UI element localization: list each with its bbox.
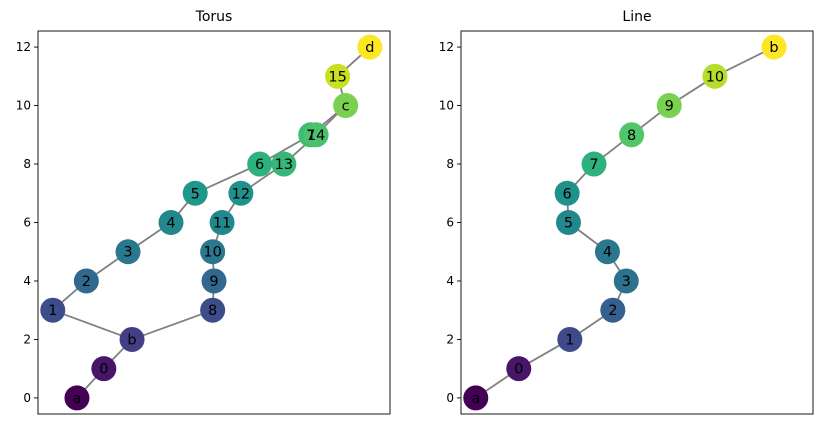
torus-node-label-5: 5 — [191, 186, 200, 202]
torus-node-9 — [201, 268, 227, 294]
torus-node-14 — [303, 122, 329, 148]
line-node-3 — [613, 268, 639, 294]
torus-node-b — [119, 326, 145, 352]
torus-ytick-label: 10 — [16, 99, 31, 113]
torus-node-label-d: d — [365, 40, 374, 56]
torus-edge-b-1 — [52, 309, 133, 341]
torus-node-12 — [228, 180, 254, 206]
line-ytick-label: 0 — [446, 391, 454, 405]
torus-ytick-label: 12 — [16, 40, 31, 54]
torus-node-label-6: 6 — [255, 157, 264, 173]
torus-node-label-a: a — [73, 391, 82, 407]
line-ytick-label: 10 — [439, 99, 454, 113]
torus-node-label-0: 0 — [99, 362, 108, 378]
torus-node-label-11: 11 — [213, 216, 231, 232]
torus-ytick-label: 4 — [23, 274, 31, 288]
torus-node-d — [357, 34, 383, 60]
torus-node-c — [333, 93, 359, 119]
line-node-9 — [656, 93, 682, 119]
torus-node-label-7: 7 — [306, 128, 315, 144]
torus-node-label-3: 3 — [123, 245, 132, 261]
torus-node-13 — [271, 151, 297, 177]
torus-node-1 — [40, 297, 66, 323]
torus-node-label-1: 1 — [48, 303, 57, 319]
torus-node-label-b: b — [127, 332, 136, 348]
line-node-5 — [555, 210, 581, 235]
line-node-label-0: 0 — [514, 362, 523, 378]
line-node-label-4: 4 — [603, 245, 612, 261]
torus-node-3 — [115, 239, 141, 265]
line-node-label-8: 8 — [627, 128, 636, 144]
torus-node-5 — [182, 180, 208, 206]
torus-node-8 — [200, 297, 226, 323]
torus-panel: Torus 024681012a0b1234567891011121314c15… — [16, 9, 391, 415]
line-title: Line — [622, 9, 651, 25]
line-ytick-label: 6 — [446, 216, 454, 230]
torus-node-2 — [73, 268, 99, 294]
torus-axes-frame — [37, 30, 391, 415]
torus-node-label-c: c — [342, 99, 350, 115]
torus-node-a — [64, 385, 90, 411]
torus-node-label-12: 12 — [232, 186, 250, 202]
torus-node-label-10: 10 — [203, 245, 221, 261]
line-node-label-b: b — [769, 40, 778, 56]
torus-ytick-label: 8 — [23, 157, 31, 171]
line-node-4 — [594, 239, 620, 265]
line-ytick-label: 8 — [446, 157, 454, 171]
torus-node-0 — [91, 356, 117, 382]
torus-node-15 — [325, 63, 351, 89]
torus-node-4 — [158, 210, 184, 235]
line-node-6 — [554, 180, 580, 206]
line-axes-frame — [460, 30, 814, 415]
line-node-b — [761, 34, 787, 60]
line-node-10 — [702, 63, 728, 89]
line-node-label-9: 9 — [665, 99, 674, 115]
torus-node-10 — [200, 239, 226, 265]
line-ytick-label: 4 — [446, 274, 454, 288]
torus-edge-b-8 — [131, 309, 213, 341]
line-ytick-label: 2 — [446, 332, 454, 346]
line-node-2 — [600, 297, 626, 323]
torus-ytick-label: 0 — [23, 391, 31, 405]
torus-ytick-label: 6 — [23, 216, 31, 230]
line-node-7 — [581, 151, 607, 177]
torus-title: Torus — [195, 9, 233, 25]
torus-node-11 — [209, 210, 235, 235]
torus-node-label-4: 4 — [166, 216, 175, 232]
line-node-label-3: 3 — [622, 274, 631, 290]
torus-node-label-2: 2 — [82, 274, 91, 290]
torus-node-6 — [247, 151, 273, 177]
torus-ytick-label: 2 — [23, 332, 31, 346]
torus-node-label-8: 8 — [208, 303, 217, 319]
line-node-label-1: 1 — [565, 332, 574, 348]
line-node-label-7: 7 — [589, 157, 598, 173]
torus-node-label-9: 9 — [209, 274, 218, 290]
line-node-label-6: 6 — [563, 186, 572, 202]
line-node-label-2: 2 — [608, 303, 617, 319]
torus-node-label-15: 15 — [328, 69, 346, 85]
line-ytick-label: 12 — [439, 40, 454, 54]
line-node-a — [463, 385, 489, 411]
line-node-8 — [619, 122, 645, 148]
line-node-0 — [506, 356, 532, 382]
torus-node-label-13: 13 — [275, 157, 293, 173]
line-node-label-a: a — [471, 391, 480, 407]
line-node-label-10: 10 — [706, 69, 724, 85]
line-node-label-5: 5 — [564, 216, 573, 232]
line-node-1 — [557, 326, 583, 352]
torus-node-label-14: 14 — [307, 128, 325, 144]
